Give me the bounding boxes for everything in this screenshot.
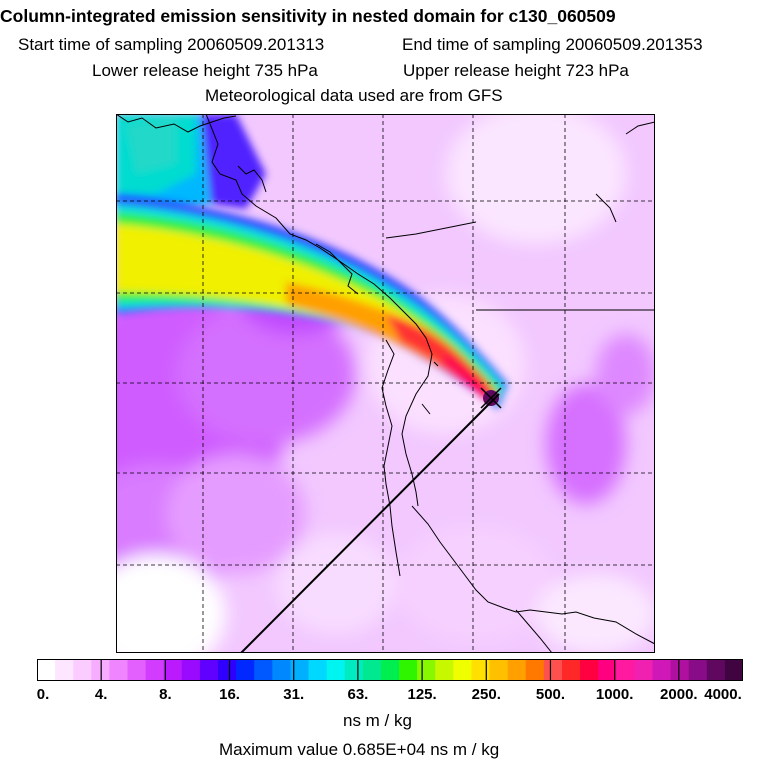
colorbar-swatch bbox=[145, 659, 165, 681]
colorbar-frame bbox=[37, 659, 743, 681]
colorbar-swatch bbox=[308, 659, 328, 681]
colorbar-tick-label: 4000. bbox=[704, 686, 742, 703]
colorbar-tick-label: 500. bbox=[535, 686, 566, 703]
colorbar-swatch bbox=[670, 659, 690, 681]
colorbar-tick-label: 125. bbox=[407, 686, 437, 703]
colorbar-swatch bbox=[706, 659, 726, 681]
colorbar-swatch bbox=[543, 659, 563, 681]
colorbar-swatch bbox=[37, 659, 56, 681]
colorbar-swatch bbox=[598, 659, 617, 681]
colorbar-tick-label: 16. bbox=[219, 686, 240, 703]
colorbar-swatch bbox=[344, 659, 364, 681]
colorbar-swatch bbox=[417, 659, 436, 681]
colorbar-swatch bbox=[236, 659, 255, 681]
plume bbox=[116, 196, 508, 409]
maximum-value: Maximum value 0.685E+04 ns m / kg bbox=[219, 740, 500, 759]
release-lower: Lower release height 735 hPa bbox=[92, 61, 318, 80]
colorbar-swatch bbox=[435, 659, 454, 681]
colorbar-swatch bbox=[127, 659, 147, 681]
colorbar-swatch bbox=[688, 659, 708, 681]
colorbar-tick-label: 0. bbox=[36, 686, 50, 703]
colorbar-swatch bbox=[163, 659, 183, 681]
colorbar-tick-label: 1000. bbox=[595, 686, 634, 703]
colorbar-swatch bbox=[399, 659, 418, 681]
colorbar-tick-label: 4. bbox=[94, 686, 108, 703]
colorbar-swatch bbox=[181, 659, 201, 681]
colorbar-swatch bbox=[326, 659, 346, 681]
plot-title: Column-integrated emission sensitivity i… bbox=[0, 6, 616, 26]
lat-lon-grid bbox=[116, 114, 655, 653]
met-data-note: Meteorological data used are from GFS bbox=[205, 86, 503, 105]
receptor-marker bbox=[480, 387, 502, 409]
colorbar-tick-label: 63. bbox=[347, 686, 369, 703]
colorbar-tick-label: 8. bbox=[159, 686, 172, 703]
colorbar-swatch bbox=[724, 659, 743, 681]
colorbar-swatch bbox=[73, 659, 92, 681]
colorbar-swatch bbox=[561, 659, 581, 681]
colorbar-swatch bbox=[507, 659, 527, 681]
colorbar-tick-label: 2000. bbox=[660, 686, 698, 703]
colorbar-swatch bbox=[580, 659, 599, 681]
map-frame bbox=[116, 114, 655, 653]
colorbar-swatch bbox=[471, 659, 491, 681]
colorbar-swatch bbox=[362, 659, 382, 681]
sampling-end: End time of sampling 20060509.201353 bbox=[402, 35, 703, 54]
colorbar-tick-label: 31. bbox=[283, 686, 305, 703]
colorbar-tick-label: 250. bbox=[471, 686, 501, 703]
colorbar-swatch bbox=[218, 659, 237, 681]
colorbar-swatch bbox=[272, 659, 292, 681]
colorbar-swatch bbox=[634, 659, 654, 681]
colorbar-units: ns m / kg bbox=[343, 711, 412, 730]
colorbar-swatch bbox=[380, 659, 400, 681]
colorbar-swatch bbox=[290, 659, 310, 681]
release-upper: Upper release height 723 hPa bbox=[403, 61, 629, 80]
colorbar-swatch bbox=[453, 659, 473, 681]
colorbar-swatch bbox=[109, 659, 129, 681]
nw-high-region bbox=[116, 114, 266, 209]
sensitivity-map bbox=[116, 114, 655, 653]
colorbar-swatch bbox=[254, 659, 273, 681]
flight-track bbox=[240, 393, 500, 653]
colorbar-swatch bbox=[489, 659, 509, 681]
colorbar-swatch bbox=[55, 659, 74, 681]
colorbar-swatch bbox=[652, 659, 672, 681]
coastlines bbox=[116, 114, 655, 653]
colorbar-swatch bbox=[199, 659, 219, 681]
colorbar-swatch bbox=[616, 659, 635, 681]
colorbar bbox=[37, 659, 743, 681]
sampling-start: Start time of sampling 20060509.201313 bbox=[18, 35, 325, 54]
colorbar-swatch bbox=[525, 659, 545, 681]
